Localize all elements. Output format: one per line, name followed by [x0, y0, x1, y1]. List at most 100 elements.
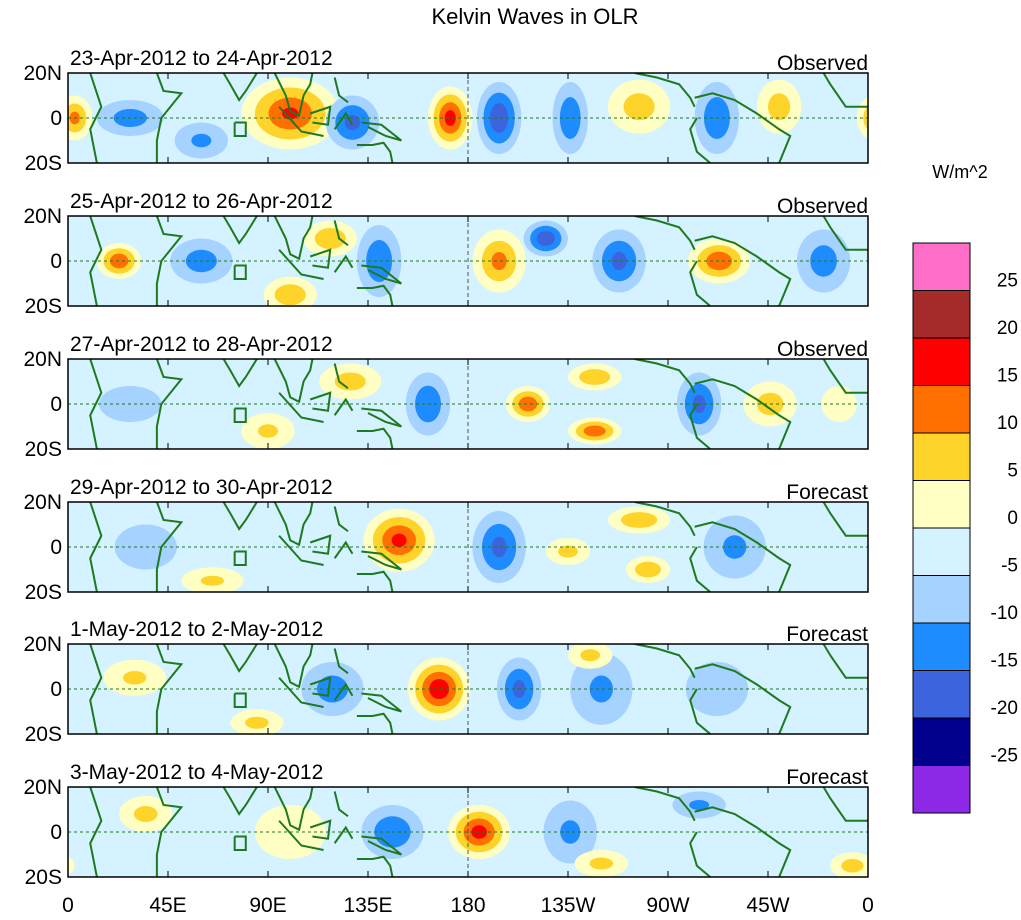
colorbar-box [912, 622, 971, 671]
anomaly-contour [821, 386, 857, 422]
x-tick-label: 45E [149, 894, 186, 917]
coastline [333, 254, 354, 273]
coastline [273, 216, 314, 261]
x-tick-label: 135E [343, 894, 392, 917]
coastline [333, 682, 354, 701]
coastline [689, 260, 711, 306]
x-tick-label: 90E [249, 894, 286, 917]
anomaly-contour [444, 110, 456, 126]
anomaly-contour [429, 678, 450, 700]
colorbar-box [912, 432, 971, 481]
coastline [361, 121, 402, 142]
coastline [233, 407, 247, 423]
panel-type-label: Forecast [786, 766, 868, 789]
coastline [689, 831, 711, 877]
coastline [822, 644, 868, 679]
coastline [694, 663, 792, 734]
y-tick-label: 0 [50, 107, 62, 130]
y-tick-label: 20N [23, 776, 62, 799]
coastline [89, 359, 103, 449]
colorbar-box [912, 337, 971, 386]
anomaly-contour [133, 806, 158, 822]
anomaly-contour [258, 424, 278, 438]
coastline [634, 502, 696, 537]
anomaly-contour [559, 97, 581, 139]
coastline [822, 359, 868, 394]
coastline [356, 141, 394, 163]
coastline [89, 73, 103, 163]
colorbar-box [912, 527, 971, 576]
anomaly-contour [558, 545, 578, 558]
panel-3: 27-Apr-2012 to 28-Apr-2012 Observed 20N 0 20… [23, 333, 869, 461]
x-tick-label: 135W [541, 894, 596, 917]
anomaly-contour [491, 536, 507, 558]
coastline [278, 249, 324, 280]
anomaly-contour [689, 799, 710, 811]
y-tick-label: 0 [50, 536, 62, 559]
colorbar-box [912, 575, 971, 624]
coastline [361, 835, 402, 856]
anomaly-contour [471, 825, 487, 839]
y-tick-label: 20S [25, 438, 62, 461]
coastline [155, 502, 184, 592]
panel-type-label: Observed [777, 338, 868, 361]
anomaly-contour [583, 425, 606, 437]
coastline [222, 787, 258, 816]
colorbar-box [912, 242, 971, 291]
anomaly-contour [114, 524, 177, 570]
coastline [309, 819, 332, 840]
coastline [273, 644, 314, 689]
anomaly-contour [0, 230, 50, 293]
coastline [233, 835, 247, 851]
coastline [273, 502, 314, 547]
y-tick-label: 0 [50, 821, 62, 844]
coastline [278, 820, 324, 851]
colorbar-box [912, 717, 971, 766]
panel-date-title: 27-Apr-2012 to 28-Apr-2012 [70, 333, 333, 356]
coastline [694, 806, 792, 877]
coastline [694, 92, 792, 163]
coastline [333, 791, 349, 818]
anomaly-contour [870, 112, 880, 125]
anomaly-contour [706, 251, 732, 271]
anomaly-contour [123, 671, 147, 685]
anomaly-contour [245, 716, 269, 729]
anomaly-contour [620, 512, 658, 528]
coastline [273, 787, 314, 832]
coastline [309, 534, 332, 555]
coastline [356, 427, 394, 449]
coastline [694, 378, 792, 449]
chart-title: Kelvin Waves in OLR [431, 4, 638, 29]
x-tick-label: 0 [862, 894, 874, 917]
coastline [222, 73, 258, 102]
colorbar-label: 20 [997, 318, 1018, 339]
colorbar-label: -5 [1001, 556, 1018, 577]
anomaly-contour [991, 134, 1011, 148]
anomaly-contour [536, 231, 555, 246]
anomaly-contour [191, 133, 212, 148]
coastline [333, 825, 354, 844]
anomaly-contour [314, 228, 346, 249]
anomaly-contour [200, 575, 225, 586]
x-tick-label: 180 [450, 894, 485, 917]
colorbar-label: -25 [991, 746, 1018, 767]
coastline [333, 111, 354, 130]
coastline [233, 550, 247, 566]
panel-1: 23-Apr-2012 to 24-Apr-2012 Observed 20N 0 20… [23, 47, 1011, 175]
coastline [361, 407, 402, 428]
coastline [634, 73, 696, 108]
colorbar-units: W/m^2 [932, 162, 987, 182]
coastline [689, 546, 711, 592]
coastline [333, 397, 354, 416]
anomaly-contour [282, 107, 299, 120]
coastline [361, 264, 402, 285]
coastline [694, 235, 792, 306]
coastline [822, 216, 868, 251]
y-tick-label: 20S [25, 866, 62, 889]
anomaly-contour [1001, 576, 1021, 586]
anomaly-contour [841, 859, 864, 873]
anomaly-contour [109, 253, 129, 269]
coastline [155, 787, 184, 877]
colorbar-label: 15 [997, 366, 1018, 387]
coastline [689, 403, 711, 449]
